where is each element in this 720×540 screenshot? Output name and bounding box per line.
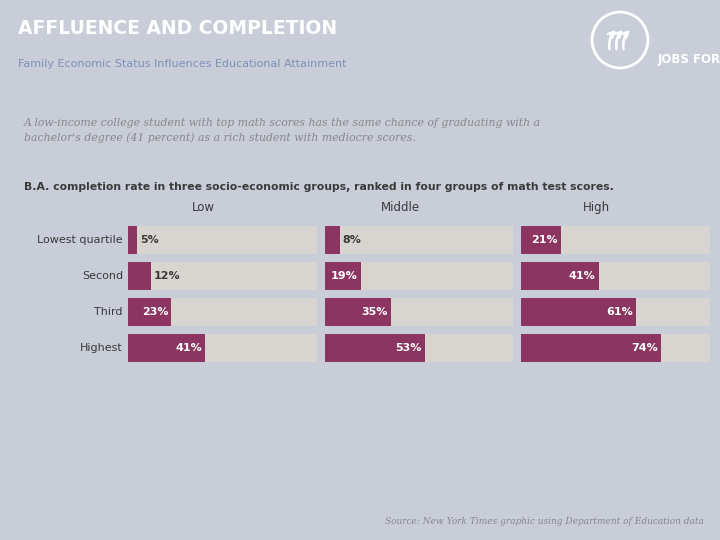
Bar	[521, 262, 599, 290]
Text: 41%: 41%	[176, 343, 202, 353]
Text: Source: New York Times graphic using Department of Education data: Source: New York Times graphic using Dep…	[385, 517, 704, 526]
Bar	[521, 334, 661, 362]
Bar	[325, 298, 391, 326]
Text: Lowest quartile: Lowest quartile	[37, 235, 123, 245]
Bar	[521, 298, 710, 326]
Bar	[128, 262, 317, 290]
Text: 5%: 5%	[140, 235, 159, 245]
Text: 21%: 21%	[531, 235, 558, 245]
Text: Middle: Middle	[381, 201, 420, 214]
Text: 8%: 8%	[343, 235, 361, 245]
Text: A low-income college student with top math scores has the same chance of graduat: A low-income college student with top ma…	[24, 118, 541, 143]
Bar	[521, 298, 636, 326]
Text: 74%: 74%	[631, 343, 658, 353]
Text: 41%: 41%	[569, 271, 595, 281]
Text: B.A. completion rate in three socio-economic groups, ranked in four groups of ma: B.A. completion rate in three socio-econ…	[24, 182, 614, 192]
Bar	[325, 298, 513, 326]
Text: AFFLUENCE AND COMPLETION: AFFLUENCE AND COMPLETION	[18, 18, 337, 37]
Text: Third: Third	[94, 307, 123, 317]
Bar	[128, 298, 317, 326]
Bar	[325, 334, 425, 362]
Bar	[521, 226, 561, 254]
Text: Highest: Highest	[80, 343, 123, 353]
Text: 23%: 23%	[142, 307, 168, 317]
Text: Second: Second	[82, 271, 123, 281]
Text: 12%: 12%	[153, 271, 180, 281]
Bar	[128, 262, 150, 290]
Bar	[521, 226, 710, 254]
Text: High: High	[583, 201, 611, 214]
Text: Family Economic Status Influences Educational Attainment: Family Economic Status Influences Educat…	[18, 59, 346, 69]
Text: 53%: 53%	[395, 343, 422, 353]
Bar	[128, 334, 317, 362]
Bar	[325, 334, 513, 362]
Text: 61%: 61%	[607, 307, 634, 317]
Bar	[521, 334, 710, 362]
Bar	[128, 226, 138, 254]
Bar	[325, 262, 513, 290]
Bar	[128, 226, 317, 254]
Text: Low: Low	[192, 201, 215, 214]
Text: JOBS FOR THE FUTURE: JOBS FOR THE FUTURE	[658, 53, 720, 66]
Bar	[325, 262, 361, 290]
Bar	[325, 226, 513, 254]
Bar	[128, 298, 171, 326]
Bar	[521, 262, 710, 290]
Bar	[325, 226, 340, 254]
Text: 19%: 19%	[330, 271, 358, 281]
Bar	[128, 334, 205, 362]
Text: 35%: 35%	[361, 307, 387, 317]
